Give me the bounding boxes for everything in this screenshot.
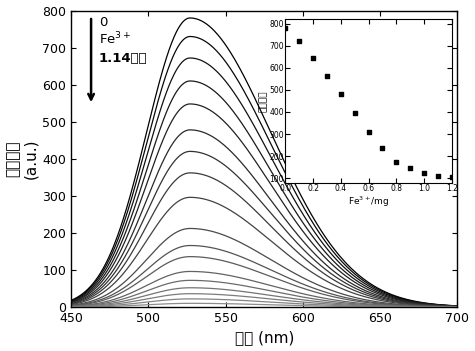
Text: Fe$^{3+}$: Fe$^{3+}$ — [99, 31, 131, 47]
Text: 0: 0 — [99, 16, 107, 29]
X-axis label: 波长 (nm): 波长 (nm) — [235, 330, 294, 345]
Y-axis label: 荧光强度
(a.u.): 荧光强度 (a.u.) — [6, 139, 38, 179]
Text: 1.14当量: 1.14当量 — [99, 52, 147, 65]
